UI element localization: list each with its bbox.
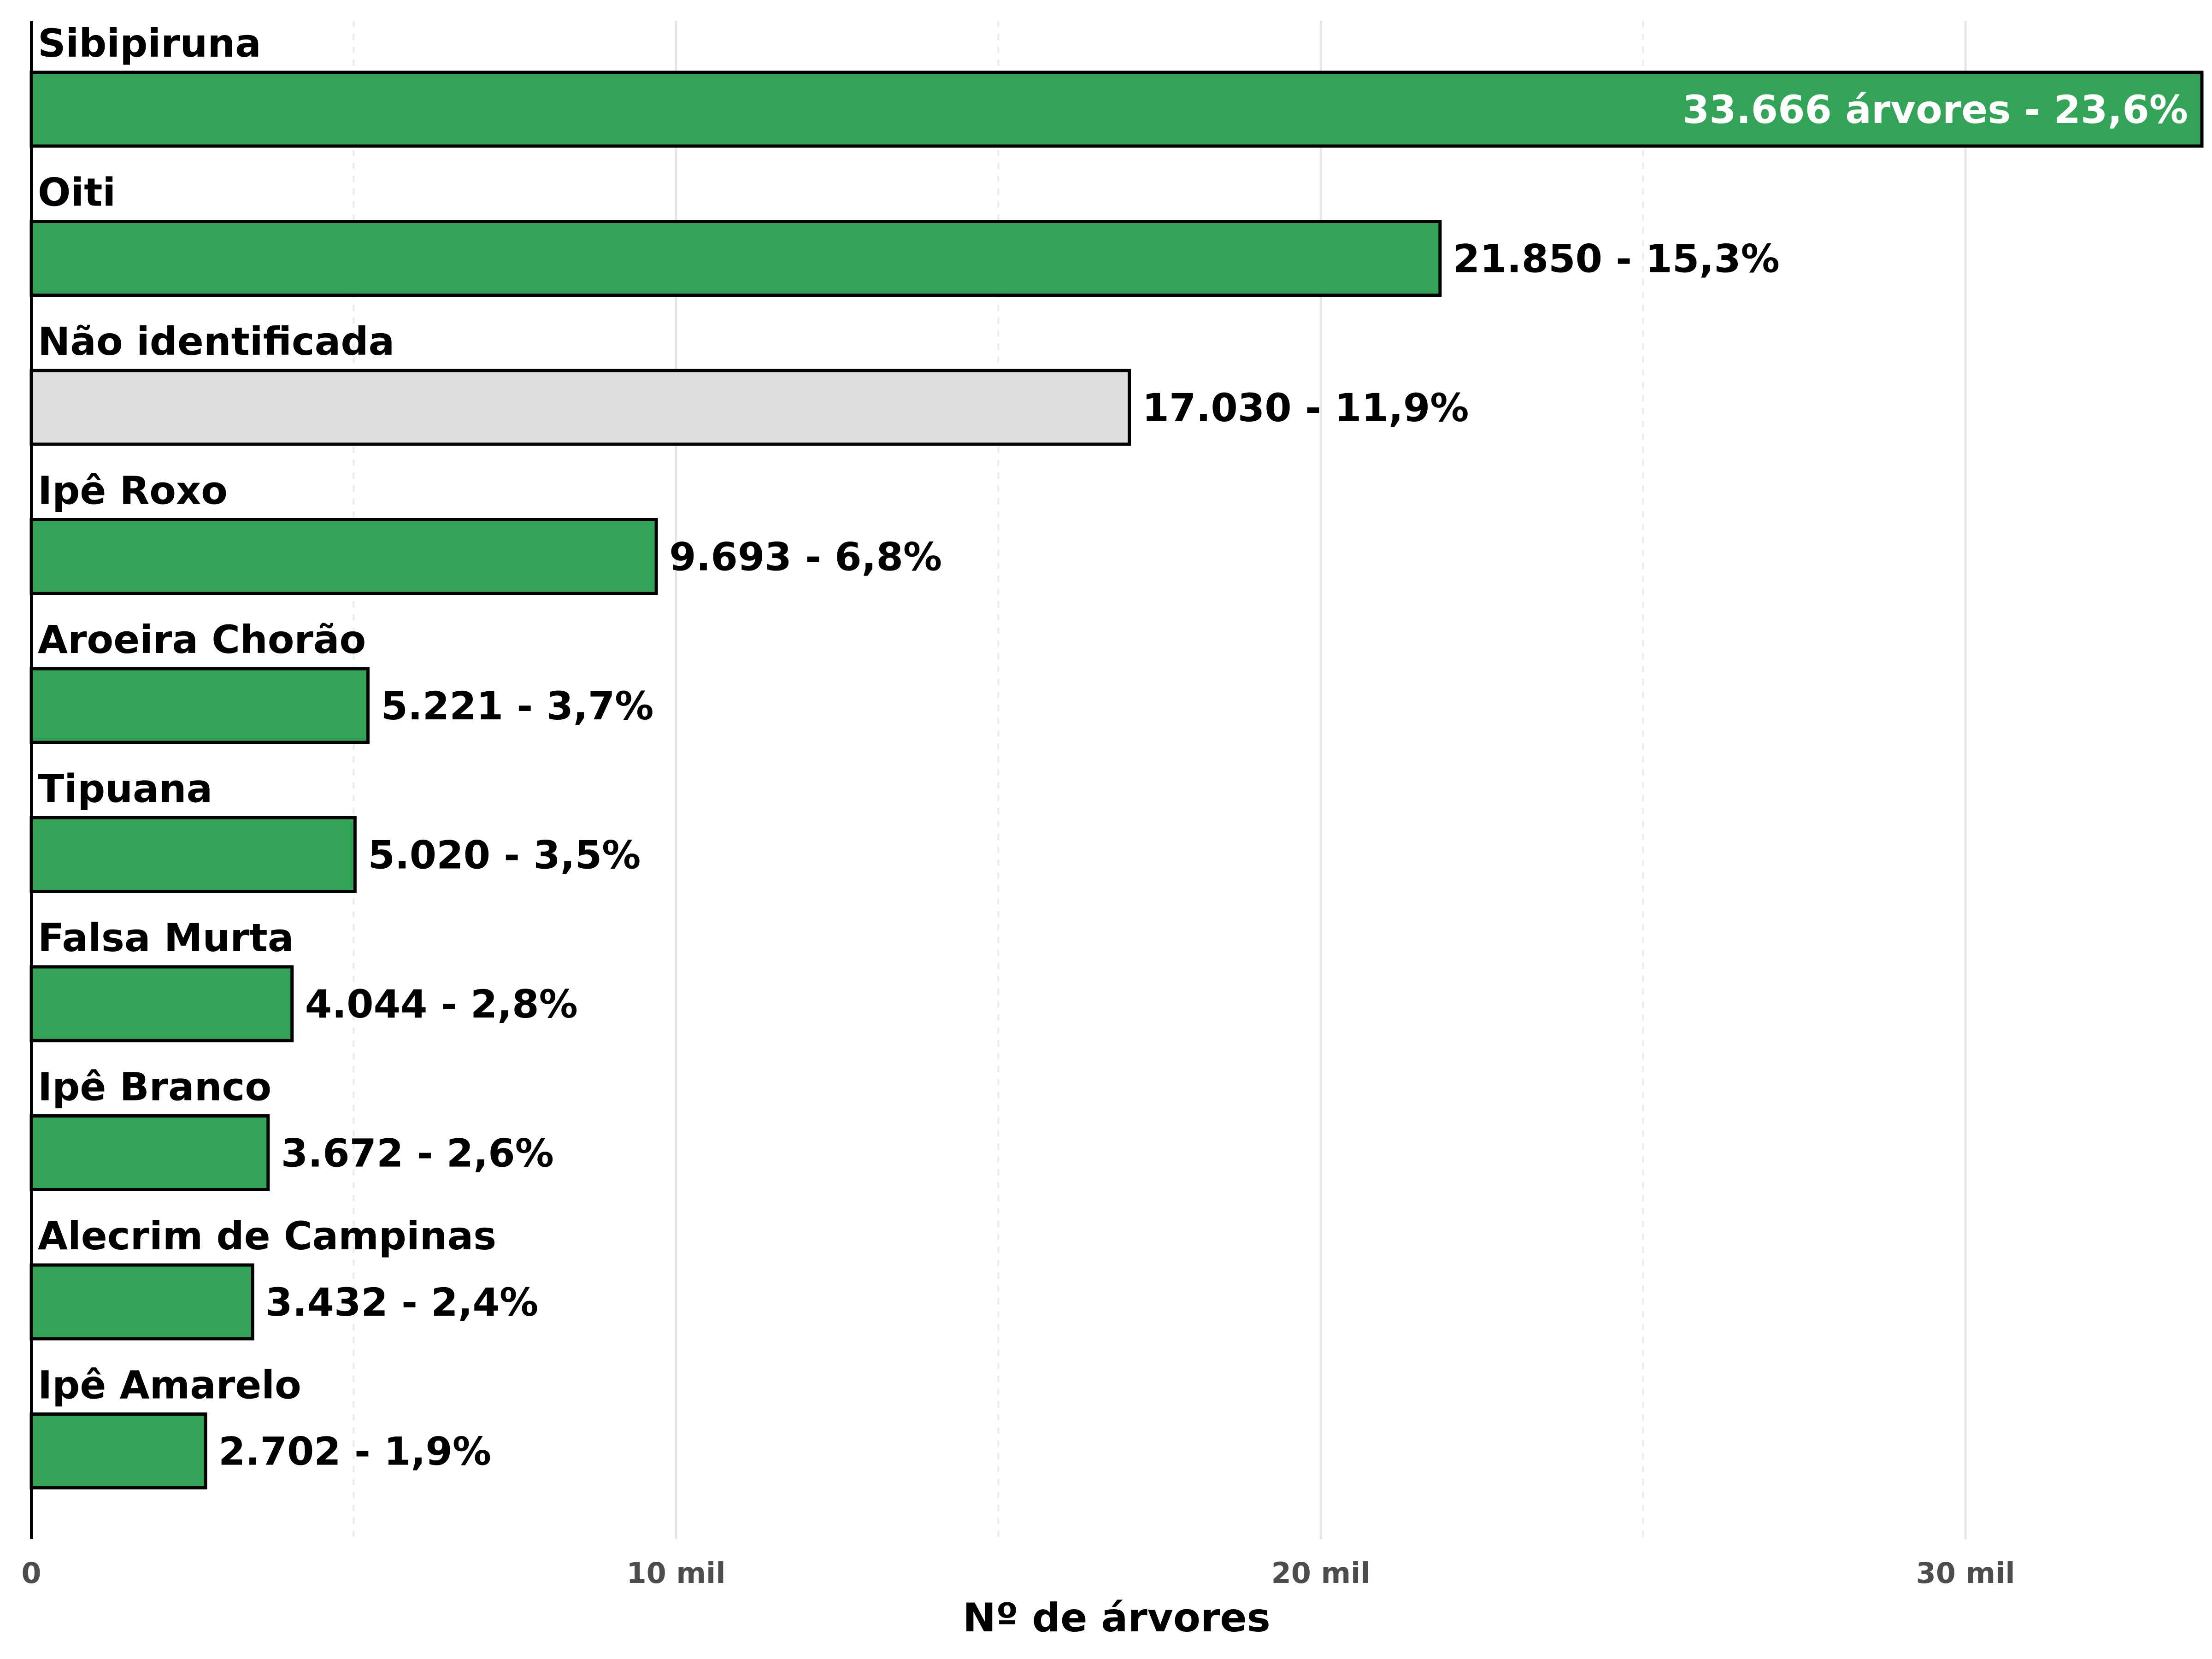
bar-7 — [29, 965, 294, 1042]
category-label: Tipuana — [38, 766, 212, 812]
data-label: 5.020 - 3,5% — [368, 833, 641, 878]
x-tick-label: 30 mil — [1916, 1556, 2015, 1590]
data-label: 21.850 - 15,3% — [1453, 236, 1780, 282]
x-tick-label: 10 mil — [627, 1556, 726, 1590]
bar-4 — [29, 518, 658, 595]
category-label: Ipê Roxo — [38, 468, 228, 513]
bar-2 — [29, 220, 1442, 297]
category-label: Alecrim de Campinas — [38, 1213, 496, 1259]
category-label: Não identificada — [38, 319, 394, 364]
labels: Sibipiruna 33.666 árvores - 23,6% Oiti 21.8… — [38, 21, 2188, 1474]
category-label: Ipê Amarelo — [38, 1363, 301, 1408]
category-label: Falsa Murta — [38, 915, 294, 960]
x-axis-ticks: 0 10 mil 20 mil 30 mil — [21, 1556, 2015, 1590]
bar-9 — [29, 1263, 254, 1341]
bars — [29, 71, 2204, 1489]
category-label: Ipê Branco — [38, 1065, 271, 1110]
bar-10 — [29, 1412, 207, 1489]
x-tick-label: 0 — [21, 1556, 41, 1590]
data-label: 33.666 árvores - 23,6% — [1683, 87, 2188, 132]
category-label: Oiti — [38, 170, 116, 215]
bar-1 — [29, 71, 2204, 148]
x-axis-title: Nº de árvores — [963, 1595, 1271, 1641]
data-label: 2.702 - 1,9% — [218, 1429, 491, 1474]
x-tick-label: 20 mil — [1271, 1556, 1371, 1590]
data-label: 9.693 - 6,8% — [669, 535, 942, 580]
category-label: Sibipiruna — [38, 21, 261, 66]
bar-8 — [29, 1114, 270, 1191]
data-label: 3.672 - 2,6% — [281, 1131, 554, 1176]
data-label: 17.030 - 11,9% — [1142, 385, 1469, 430]
category-label: Aroeira Chorão — [38, 617, 366, 662]
bar-5 — [29, 667, 370, 744]
data-label: 3.432 - 2,4% — [265, 1280, 538, 1325]
data-label: 4.044 - 2,8% — [305, 982, 578, 1027]
bar-6 — [29, 816, 357, 893]
data-label: 5.221 - 3,7% — [381, 683, 653, 729]
bar-3 — [29, 369, 1131, 446]
